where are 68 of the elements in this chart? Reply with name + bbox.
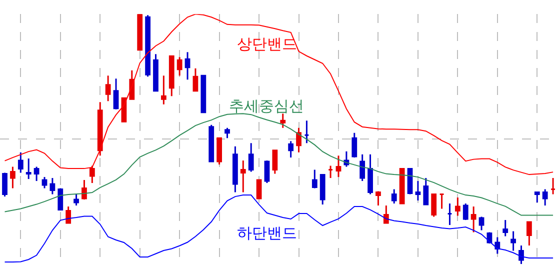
candlestick [312, 169, 318, 190]
candlestick [439, 194, 444, 210]
candlestick [478, 216, 484, 232]
candlestick [352, 132, 358, 158]
candlestick [153, 53, 158, 92]
candlestick [224, 127, 230, 139]
candlestick [470, 206, 476, 234]
candlestick [66, 206, 72, 224]
candlestick [192, 68, 198, 92]
candlestick [137, 14, 143, 51]
candlestick [510, 230, 516, 252]
candlestick [494, 236, 500, 255]
candlestick [176, 56, 182, 76]
candlestick [534, 192, 540, 204]
candlestick [10, 166, 16, 190]
candlestick [447, 202, 452, 226]
candlestick [272, 150, 278, 175]
candlestick [368, 154, 373, 196]
candlestick [18, 152, 24, 174]
candlestick [518, 244, 524, 264]
candlestick [288, 140, 294, 158]
candlestick [34, 166, 40, 182]
candlestick [280, 112, 286, 129]
candlestick [248, 142, 254, 173]
candlestick [256, 179, 262, 200]
candlestick [168, 55, 174, 97]
candlestick [105, 74, 111, 102]
candlestick [328, 165, 334, 179]
candlestick [184, 51, 190, 80]
candlestick [113, 78, 119, 110]
candlestick [232, 146, 238, 194]
candlestick [50, 177, 56, 196]
candlestick [360, 154, 366, 182]
candlestick [82, 179, 87, 200]
candlestick [423, 177, 429, 206]
candlestick [431, 194, 437, 218]
series-label: 하단밴드 [237, 224, 297, 242]
candlestick [74, 194, 79, 206]
candlestick [526, 221, 532, 246]
candlestick [296, 127, 302, 154]
candlestick [58, 188, 64, 211]
candlestick [383, 204, 389, 224]
candlestick [454, 196, 460, 217]
candlestick [320, 174, 326, 206]
candlestick [26, 158, 32, 180]
candlestick [145, 14, 150, 78]
candlestick [200, 74, 206, 114]
candlestick [42, 176, 48, 190]
candlestick [462, 202, 468, 221]
candlestick [160, 74, 166, 106]
candlestick [399, 168, 405, 204]
candlestick [264, 160, 270, 184]
candlestick [304, 120, 310, 144]
candlestick [89, 165, 95, 184]
candlestick [542, 188, 548, 206]
candlestick [391, 188, 397, 204]
candlestick [550, 177, 556, 196]
series-label: 추세중심선 [229, 97, 304, 115]
candlestick [2, 172, 8, 198]
candlestick [208, 124, 214, 162]
candlestick [240, 160, 246, 194]
candlestick [502, 219, 508, 238]
candlestick [376, 190, 381, 206]
candlestick [415, 180, 421, 202]
candlestick [336, 154, 342, 178]
series-label: 상단밴드 [237, 35, 297, 53]
candlestick [97, 101, 103, 156]
candlestick [216, 137, 222, 166]
